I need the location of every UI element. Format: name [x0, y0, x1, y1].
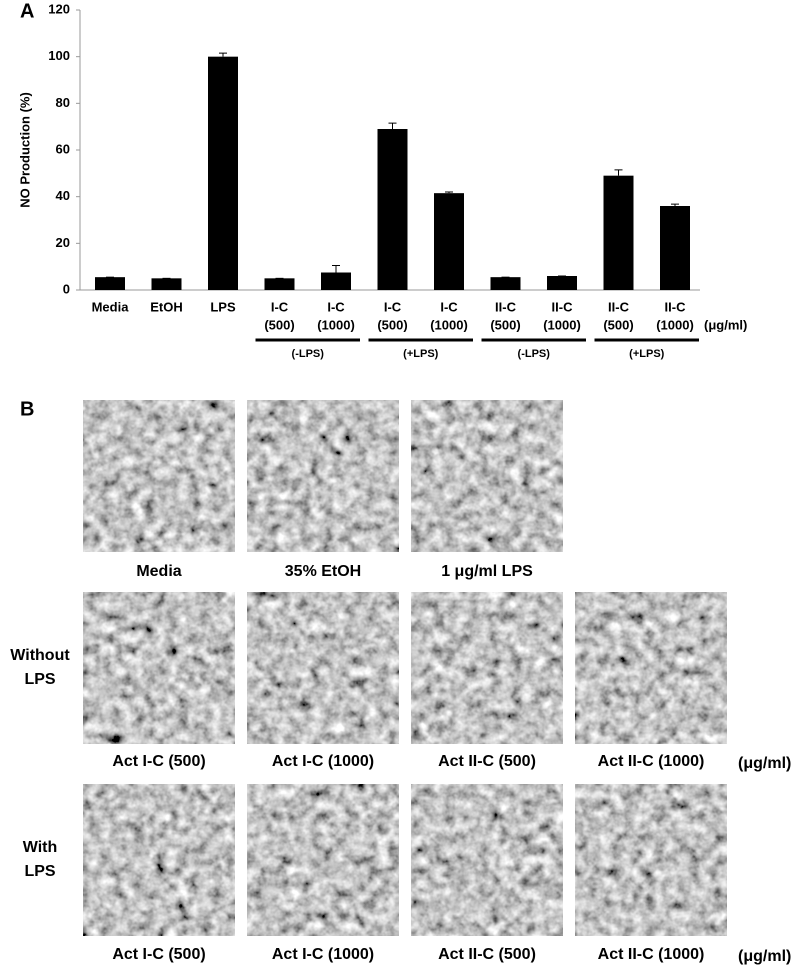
bar: [490, 277, 521, 290]
micrograph: [83, 592, 235, 744]
x-tick-label: I-C: [384, 299, 402, 314]
micrograph: [575, 784, 727, 936]
x-tick-label: (500): [264, 317, 294, 332]
x-tick-label: Media: [92, 299, 130, 314]
bar: [264, 278, 295, 290]
image-caption: Act I-C (500): [112, 753, 205, 770]
unit-label: (μg/ml): [738, 948, 791, 965]
x-tick-label: LPS: [210, 299, 236, 314]
micrograph: [247, 592, 399, 744]
y-tick-label: 20: [56, 235, 70, 250]
bar: [95, 277, 125, 290]
x-tick-label: (500): [603, 317, 633, 332]
micrograph: [83, 784, 235, 936]
image-caption: 35% EtOH: [285, 563, 361, 580]
group-label: (-LPS): [518, 348, 551, 360]
image-caption: 1 μg/ml LPS: [441, 563, 533, 580]
image-caption: Act II-C (1000): [598, 946, 705, 963]
row-label: LPS: [24, 671, 55, 688]
x-tick-label: (1000): [543, 317, 581, 332]
x-tick-label: II-C: [552, 299, 574, 314]
bar: [660, 206, 690, 290]
x-tick-label: (1000): [430, 317, 468, 332]
error-bar: [332, 265, 340, 273]
y-tick-label: 100: [48, 48, 70, 63]
micrograph: [83, 400, 235, 552]
group-label: (+LPS): [629, 348, 664, 360]
y-tick-label: 40: [56, 188, 70, 203]
y-tick-label: 120: [48, 1, 70, 16]
x-tick-label: (1000): [317, 317, 355, 332]
error-bar: [445, 191, 453, 194]
group-label: (+LPS): [403, 348, 438, 360]
image-caption: Act I-C (1000): [272, 753, 374, 770]
error-bar: [671, 203, 679, 206]
error-bar: [388, 122, 397, 129]
image-caption: Act II-C (1000): [598, 753, 705, 770]
image-caption: Act I-C (500): [112, 946, 205, 963]
group-label: (-LPS): [292, 348, 325, 360]
micrograph: [247, 784, 399, 936]
x-tick-label: I-C: [271, 299, 289, 314]
unit-label: (μg/ml): [738, 755, 791, 772]
x-tick-label: (500): [377, 317, 407, 332]
y-tick-label: 60: [56, 141, 70, 156]
panel-label: B: [20, 398, 34, 420]
x-tick-label: (1000): [656, 317, 694, 332]
micrograph: [411, 592, 563, 744]
bar: [547, 276, 577, 290]
image-caption: Act II-C (500): [438, 753, 536, 770]
y-axis-label: NO Production (%): [17, 92, 32, 208]
bar: [603, 175, 634, 290]
x-tick-label: I-C: [440, 299, 458, 314]
micrograph: [247, 400, 399, 552]
row-label: Without: [10, 647, 70, 664]
row-label: LPS: [24, 863, 55, 880]
row-label: With: [23, 839, 58, 856]
y-tick-label: 80: [56, 95, 70, 110]
x-tick-label: II-C: [665, 299, 687, 314]
x-tick-label: I-C: [327, 299, 345, 314]
image-caption: Act I-C (1000): [272, 946, 374, 963]
error-bar: [219, 52, 227, 57]
x-tick-label: (500): [490, 317, 520, 332]
y-tick-label: 0: [63, 281, 70, 296]
unit-label: (μg/ml): [704, 317, 747, 332]
x-tick-label: EtOH: [150, 299, 183, 314]
image-caption: Act II-C (500): [438, 946, 536, 963]
x-tick-label: II-C: [495, 299, 517, 314]
bar: [321, 272, 351, 290]
micrograph: [411, 784, 563, 936]
panel-label: A: [20, 0, 34, 22]
error-bar: [614, 169, 623, 176]
bar: [208, 56, 238, 290]
bar: [434, 193, 464, 290]
bar: [377, 129, 408, 290]
x-tick-label: II-C: [608, 299, 630, 314]
micrograph: [575, 592, 727, 744]
image-caption: Media: [136, 563, 181, 580]
micrograph: [411, 400, 563, 552]
bar: [151, 278, 182, 290]
